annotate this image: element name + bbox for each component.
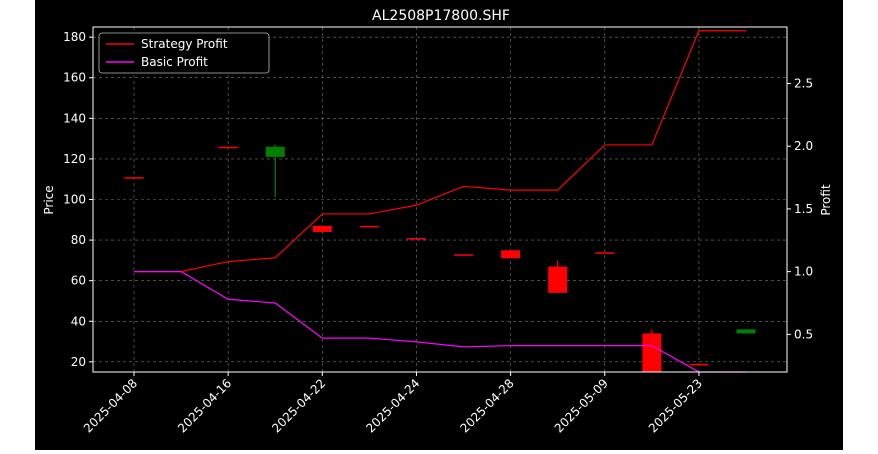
candlestick-chart: AL2508P17800.SHF 20 40 60 80 100 120 140 160 180… <box>42 8 833 435</box>
y2-tick-label: 1.5 <box>794 202 813 216</box>
candle-body <box>265 146 285 157</box>
x-tick-label: 2025-05-23 <box>646 376 705 435</box>
x-tick-label: 2025-04-24 <box>363 376 422 435</box>
candle-body <box>124 177 144 179</box>
x-tick-label: 2025-04-08 <box>81 376 140 435</box>
profit-lines <box>134 30 746 373</box>
y-tick-label: 100 <box>63 193 86 207</box>
chart-title: AL2508P17800.SHF <box>372 8 510 24</box>
candle-body <box>642 333 662 372</box>
candle-body <box>312 225 332 232</box>
y2-tick-label: 2.0 <box>794 139 813 153</box>
candle-body <box>548 266 568 293</box>
y2-tick-label: 0.5 <box>794 327 813 341</box>
y-tick-label: 140 <box>63 111 86 125</box>
basic-profit-line <box>134 271 746 373</box>
legend: Strategy Profit Basic Profit <box>98 32 270 74</box>
y-tick-label: 120 <box>63 152 86 166</box>
candle-body <box>595 252 615 254</box>
strategy-profit-line <box>134 30 746 273</box>
y-tick-label: 40 <box>71 314 86 328</box>
candle-body <box>359 225 379 228</box>
x-tick-label: 2025-04-22 <box>269 376 328 435</box>
y2-axis-label: Profit <box>819 184 833 216</box>
legend-box <box>98 32 270 74</box>
y-tick-label: 20 <box>71 355 86 369</box>
legend-label: Basic Profit <box>141 55 208 69</box>
candle-body <box>406 238 426 240</box>
x-tick-label: 2025-04-28 <box>458 376 517 435</box>
candle-body <box>218 146 238 149</box>
y-tick-label: 160 <box>63 71 86 85</box>
y-tick-label: 180 <box>63 30 86 44</box>
candle-body <box>454 254 474 256</box>
y-tick-label: 60 <box>71 274 86 288</box>
candle-body <box>736 329 756 334</box>
y-tick-label: 80 <box>71 233 86 247</box>
legend-label: Strategy Profit <box>141 37 228 51</box>
grid <box>93 27 787 372</box>
candle-body <box>501 250 521 259</box>
x-tick-label: 2025-05-09 <box>552 376 611 435</box>
candles <box>124 37 756 372</box>
y2-tick-label: 2.5 <box>794 76 813 90</box>
chart-figure: AL2508P17800.SHF 20 40 60 80 100 120 140 160 180… <box>35 0 843 450</box>
axes: 20 40 60 80 100 120 140 160 180 0.5 1.0 1.5 2.0 2.5 20… <box>63 30 813 435</box>
y-axis-label: Price <box>42 185 56 214</box>
y2-tick-label: 1.0 <box>794 265 813 279</box>
candle-body <box>689 363 709 366</box>
x-tick-label: 2025-04-16 <box>175 376 234 435</box>
